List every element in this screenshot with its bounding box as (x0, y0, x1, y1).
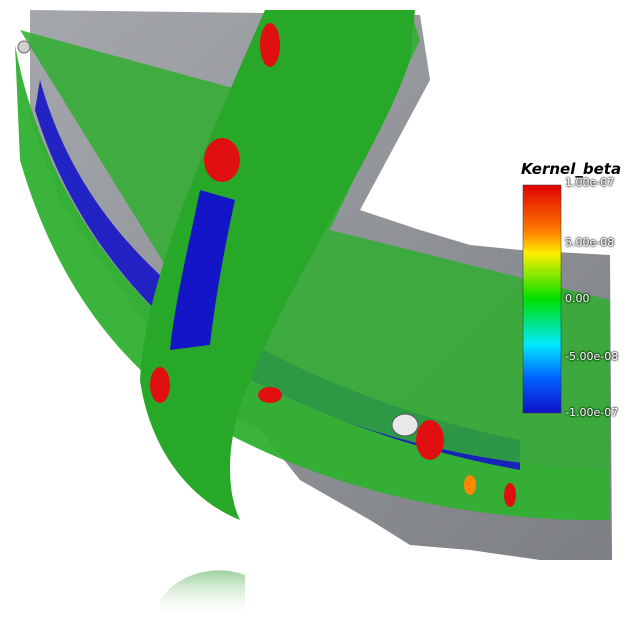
vertical-slice (140, 10, 415, 520)
reflection (160, 570, 245, 620)
colorbar-title: Kernel_beta (521, 160, 622, 178)
colorbar-tick-label: 0.00 (565, 292, 590, 305)
red-feature (416, 420, 444, 460)
red-feature (150, 367, 170, 403)
colorbar (522, 184, 562, 414)
vertical-negative (170, 190, 235, 350)
horizontal-slice (15, 45, 610, 521)
source-marker (391, 413, 419, 437)
red-feature (260, 23, 280, 67)
colorbar-tick-label: 5.00e-08 (565, 236, 615, 249)
colorbar-tick-label: -1.00e-07 (565, 406, 619, 419)
colorbar-tick-label: 1.00e-07 (565, 176, 615, 189)
red-feature (204, 138, 240, 182)
receiver-marker (17, 40, 31, 54)
red-feature (464, 475, 476, 495)
red-feature (504, 483, 516, 507)
red-feature (258, 387, 282, 403)
colorbar-tick-label: -5.00e-08 (565, 350, 619, 363)
